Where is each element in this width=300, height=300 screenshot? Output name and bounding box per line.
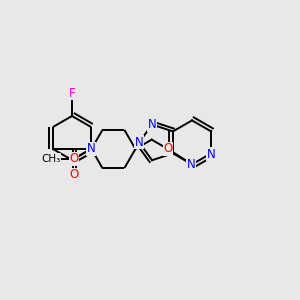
Text: N: N [148, 118, 156, 131]
Text: O: O [163, 142, 172, 155]
Text: N: N [135, 136, 143, 149]
Text: N: N [187, 158, 195, 171]
Text: N: N [87, 142, 96, 155]
Text: O: O [69, 168, 78, 181]
Text: F: F [69, 87, 75, 100]
Text: O: O [69, 152, 79, 165]
Text: CH₃: CH₃ [41, 154, 60, 164]
Text: N: N [207, 148, 215, 161]
